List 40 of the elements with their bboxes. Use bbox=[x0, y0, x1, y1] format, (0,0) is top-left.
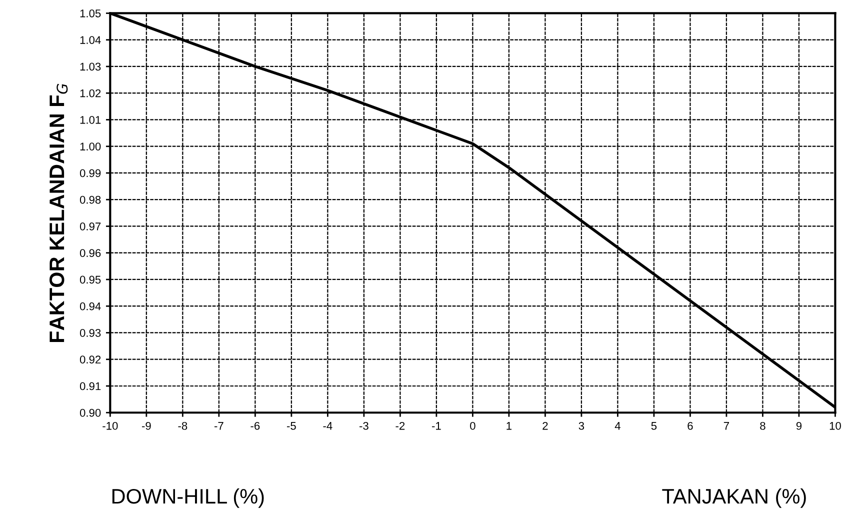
x-axis-title: DOWN-HILL (%) bbox=[112, 488, 264, 508]
x-tick-label: 1 bbox=[506, 422, 512, 430]
x-tick-label: 4 bbox=[614, 422, 620, 430]
x-tick-label: 7 bbox=[724, 422, 729, 430]
y-tick-label: 1.05 bbox=[80, 9, 101, 18]
x-tick-label: 9 bbox=[796, 422, 802, 430]
x-tick-label: 5 bbox=[651, 422, 657, 430]
y-tick-label: 0.90 bbox=[80, 408, 101, 417]
y-tick-label: 0.91 bbox=[80, 382, 101, 390]
y-tick-label: 0.95 bbox=[80, 276, 101, 284]
x-tick-label: 0 bbox=[470, 422, 476, 430]
x-tick-label: -5 bbox=[286, 422, 296, 430]
x-tick-label: -2 bbox=[396, 422, 405, 430]
y-axis-title: FAKTOR KELANDAIAN F$_{G}$ bbox=[50, 84, 68, 342]
x-tick-label: -10 bbox=[102, 422, 118, 430]
x-tick-label: 2 bbox=[542, 422, 548, 430]
text: TANJAKAN (%) bbox=[662, 488, 806, 508]
x-tick-label: -6 bbox=[250, 422, 260, 430]
y-tick-label: 0.93 bbox=[80, 329, 101, 337]
x-tick-label: -8 bbox=[178, 422, 188, 430]
y-tick-label: 1.00 bbox=[80, 142, 101, 150]
x-tick-label: 3 bbox=[578, 422, 584, 430]
y-tick-label: 0.96 bbox=[80, 249, 101, 257]
x-tick-label: 8 bbox=[760, 422, 766, 430]
y-tick-label: 0.99 bbox=[80, 169, 101, 178]
y-tick-label: 0.92 bbox=[80, 356, 101, 364]
x-tick-label: 10 bbox=[830, 422, 841, 430]
x-tick-label: -7 bbox=[214, 422, 224, 430]
x-tick-label: -9 bbox=[142, 422, 151, 430]
x-tick-label: -3 bbox=[359, 422, 368, 430]
y-tick-label: 1.03 bbox=[80, 62, 101, 71]
y-tick-label: 1.04 bbox=[80, 36, 101, 44]
x-tick-label: 6 bbox=[688, 422, 693, 430]
y-tick-label: 1.02 bbox=[80, 89, 101, 98]
y-tick-label: 0.98 bbox=[80, 196, 101, 204]
y-tick-label: 0.94 bbox=[80, 302, 101, 310]
x-tick-label: -4 bbox=[323, 422, 332, 430]
y-tick-label: 1.01 bbox=[80, 116, 101, 124]
x-tick-label: -1 bbox=[432, 422, 441, 430]
y-tick-label: 0.97 bbox=[80, 222, 101, 230]
